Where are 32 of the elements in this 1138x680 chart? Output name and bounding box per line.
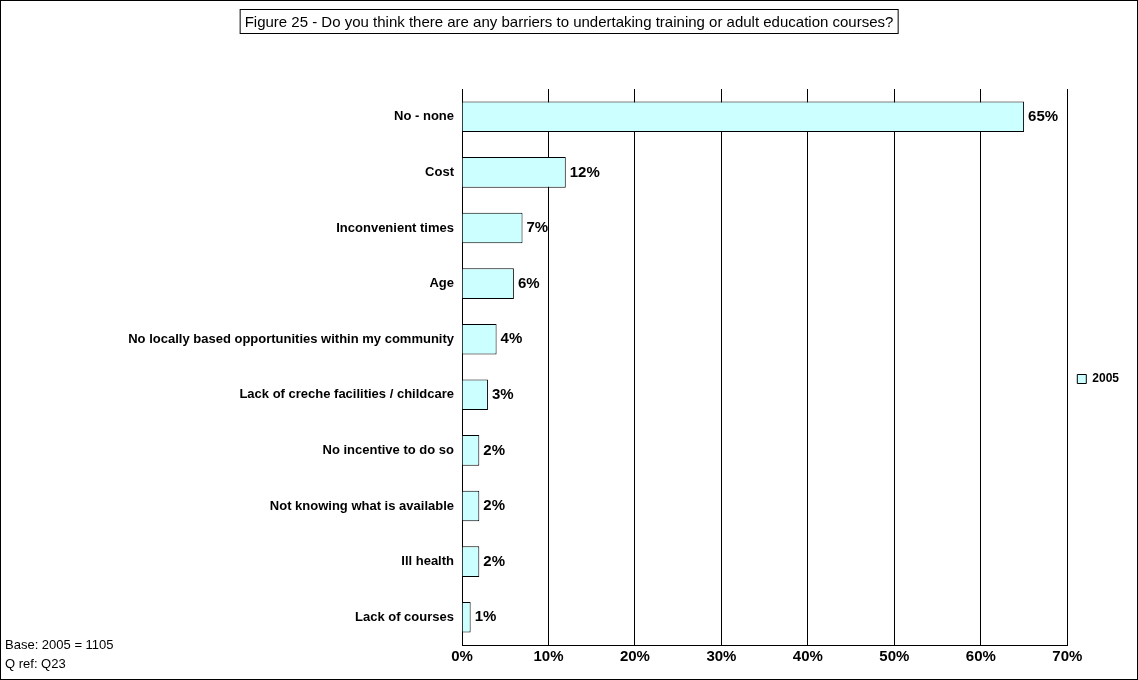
x-tick-label: 60% [965,647,996,665]
y-tick-label: Age [429,275,454,291]
y-tick-label: Not knowing what is available [269,497,454,513]
y-tick-label: Lack of creche facilities / childcare [239,386,454,402]
x-tick-label: 20% [619,647,650,665]
y-tick-label: No locally based opportunities within my community [128,330,455,346]
x-tick-label: 30% [706,647,737,665]
data-label: 6% [517,273,540,291]
data-label: 1% [474,607,497,625]
data-label: 65% [1028,106,1059,124]
data-label: 2% [483,496,505,514]
y-tick-label: No - none [394,108,454,124]
x-tick-label: 0% [451,647,473,665]
legend-label: 2005 [1092,371,1120,386]
y-tick-label: Lack of courses [355,608,454,624]
data-label: 2% [483,440,505,458]
data-label: 2% [483,551,505,569]
x-tick-label: 70% [1052,647,1083,665]
x-tick-label: 10% [533,647,564,665]
x-tick-label: 50% [879,647,910,665]
text: Q ref: Q23 [5,655,67,673]
y-tick-label: No incentive to do so [322,441,455,457]
data-label: 12% [569,162,600,180]
x-tick-label: 40% [792,647,823,665]
data-label: 4% [500,329,523,347]
text: Base: 2005 = 1105 [5,636,114,654]
chart-title: Figure 25 - Do you think there are any barriers to undertaking training or adult education courses? [239,9,899,34]
y-tick-label: Ill health [401,553,455,569]
y-tick-label: Cost [425,163,455,179]
data-label: 3% [491,384,514,402]
data-label: 7% [526,218,549,236]
y-tick-label: Inconvenient times [336,219,454,235]
